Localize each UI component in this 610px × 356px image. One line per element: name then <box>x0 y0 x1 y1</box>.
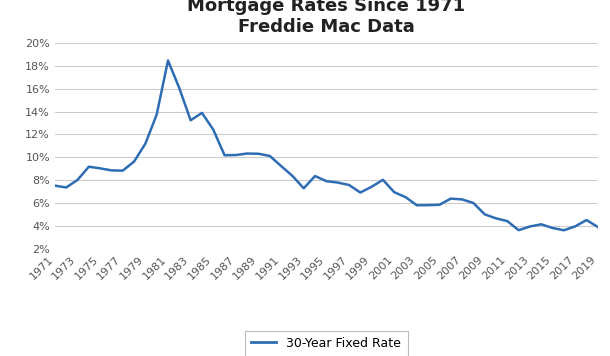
30-Year Fixed Rate <box>176 86 183 90</box>
30-Year Fixed Rate <box>492 216 500 220</box>
30-Year Fixed Rate <box>594 225 601 229</box>
30-Year Fixed Rate <box>470 201 477 205</box>
30-Year Fixed Rate <box>96 166 104 171</box>
Line: 30-Year Fixed Rate: 30-Year Fixed Rate <box>55 61 598 230</box>
30-Year Fixed Rate <box>198 111 206 115</box>
Legend: 30-Year Fixed Rate: 30-Year Fixed Rate <box>245 331 407 356</box>
30-Year Fixed Rate <box>458 197 465 201</box>
30-Year Fixed Rate <box>368 185 375 189</box>
30-Year Fixed Rate <box>243 151 251 156</box>
30-Year Fixed Rate <box>390 190 398 194</box>
30-Year Fixed Rate <box>142 142 149 146</box>
30-Year Fixed Rate <box>164 58 171 63</box>
30-Year Fixed Rate <box>504 219 511 223</box>
30-Year Fixed Rate <box>379 178 387 182</box>
30-Year Fixed Rate <box>85 164 93 169</box>
30-Year Fixed Rate <box>119 168 126 173</box>
30-Year Fixed Rate <box>402 195 409 199</box>
30-Year Fixed Rate <box>583 218 590 222</box>
30-Year Fixed Rate <box>210 127 217 132</box>
30-Year Fixed Rate <box>549 226 556 230</box>
30-Year Fixed Rate <box>334 180 342 185</box>
30-Year Fixed Rate <box>74 178 81 182</box>
30-Year Fixed Rate <box>108 168 115 173</box>
30-Year Fixed Rate <box>436 203 443 207</box>
30-Year Fixed Rate <box>560 228 567 232</box>
30-Year Fixed Rate <box>232 153 240 157</box>
Title: Mortgage Rates Since 1971
Freddie Mac Data: Mortgage Rates Since 1971 Freddie Mac Da… <box>187 0 465 36</box>
30-Year Fixed Rate <box>323 179 330 183</box>
30-Year Fixed Rate <box>266 154 273 158</box>
30-Year Fixed Rate <box>187 118 194 122</box>
30-Year Fixed Rate <box>153 112 160 117</box>
30-Year Fixed Rate <box>131 159 138 164</box>
30-Year Fixed Rate <box>255 152 262 156</box>
30-Year Fixed Rate <box>63 185 70 190</box>
30-Year Fixed Rate <box>221 153 228 157</box>
30-Year Fixed Rate <box>289 174 296 178</box>
30-Year Fixed Rate <box>51 183 59 188</box>
30-Year Fixed Rate <box>481 212 489 216</box>
30-Year Fixed Rate <box>311 174 318 178</box>
30-Year Fixed Rate <box>345 183 353 187</box>
30-Year Fixed Rate <box>357 190 364 195</box>
30-Year Fixed Rate <box>537 222 545 226</box>
30-Year Fixed Rate <box>526 224 534 229</box>
30-Year Fixed Rate <box>300 186 307 190</box>
30-Year Fixed Rate <box>447 197 454 201</box>
30-Year Fixed Rate <box>515 228 522 232</box>
30-Year Fixed Rate <box>278 164 285 168</box>
30-Year Fixed Rate <box>572 224 579 229</box>
30-Year Fixed Rate <box>413 203 420 208</box>
30-Year Fixed Rate <box>425 203 432 207</box>
